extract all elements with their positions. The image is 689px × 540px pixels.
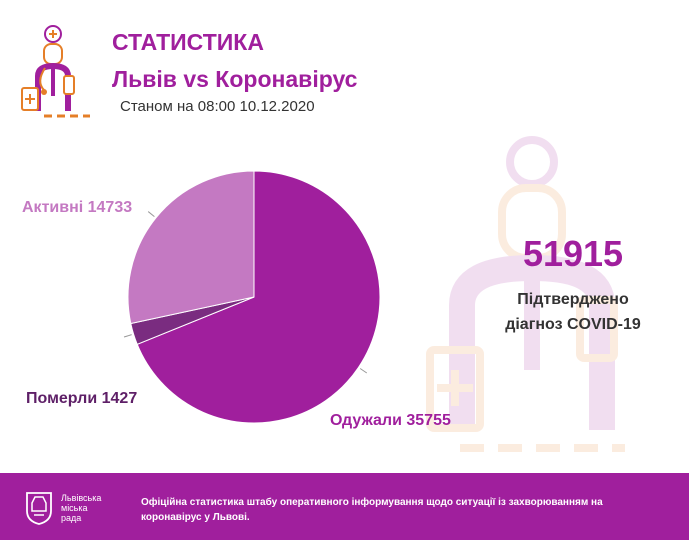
confirmed-cases-caption: Підтверджено діагноз COVID-19: [473, 287, 673, 337]
pie-slice-recovered: [136, 170, 381, 424]
city-council-line-2: міська: [61, 503, 88, 513]
active-cases-label: Активні 14733: [22, 199, 133, 216]
recovered-label: Одужали 35755: [330, 412, 451, 429]
pie-chart: [123, 170, 381, 424]
doctor-watermark-icon: [426, 136, 625, 452]
city-council-name: Львівська міська рада: [61, 493, 131, 523]
official-statistics-note-line-1: Офіційна статистика штабу оперативного і…: [141, 497, 603, 508]
pie-slice-recovered-leader-line: [359, 368, 368, 374]
report-date: Станом на 08:00 10.12.2020: [120, 98, 315, 115]
confirmed-caption-line-1: Підтверджено: [517, 291, 629, 308]
page-subtitle: Львів vs Коронавірус: [112, 66, 358, 92]
doctor-logo-icon: [21, 25, 90, 118]
official-statistics-note-line-2: коронавірус у Львові.: [141, 512, 250, 523]
deaths-label: Померли 1427: [26, 390, 138, 407]
city-council-line-3: рада: [61, 513, 82, 523]
city-emblem-icon: [26, 492, 52, 525]
official-statistics-note: Офіційна статистика штабу оперативного і…: [141, 495, 621, 525]
city-council-line-1: Львівська: [61, 493, 102, 503]
footer-banner: Львівська міська рада Офіційна статистик…: [0, 473, 689, 540]
pie-slice-active-leader-line: [147, 211, 155, 217]
confirmed-caption-line-2: діагноз COVID-19: [505, 316, 641, 333]
confirmed-cases-number: 51915: [522, 233, 624, 274]
page-title: СТАТИСТИКА: [112, 29, 264, 55]
pie-slice-active: [127, 170, 255, 325]
pie-slice-dead-leader-line: [123, 334, 132, 338]
